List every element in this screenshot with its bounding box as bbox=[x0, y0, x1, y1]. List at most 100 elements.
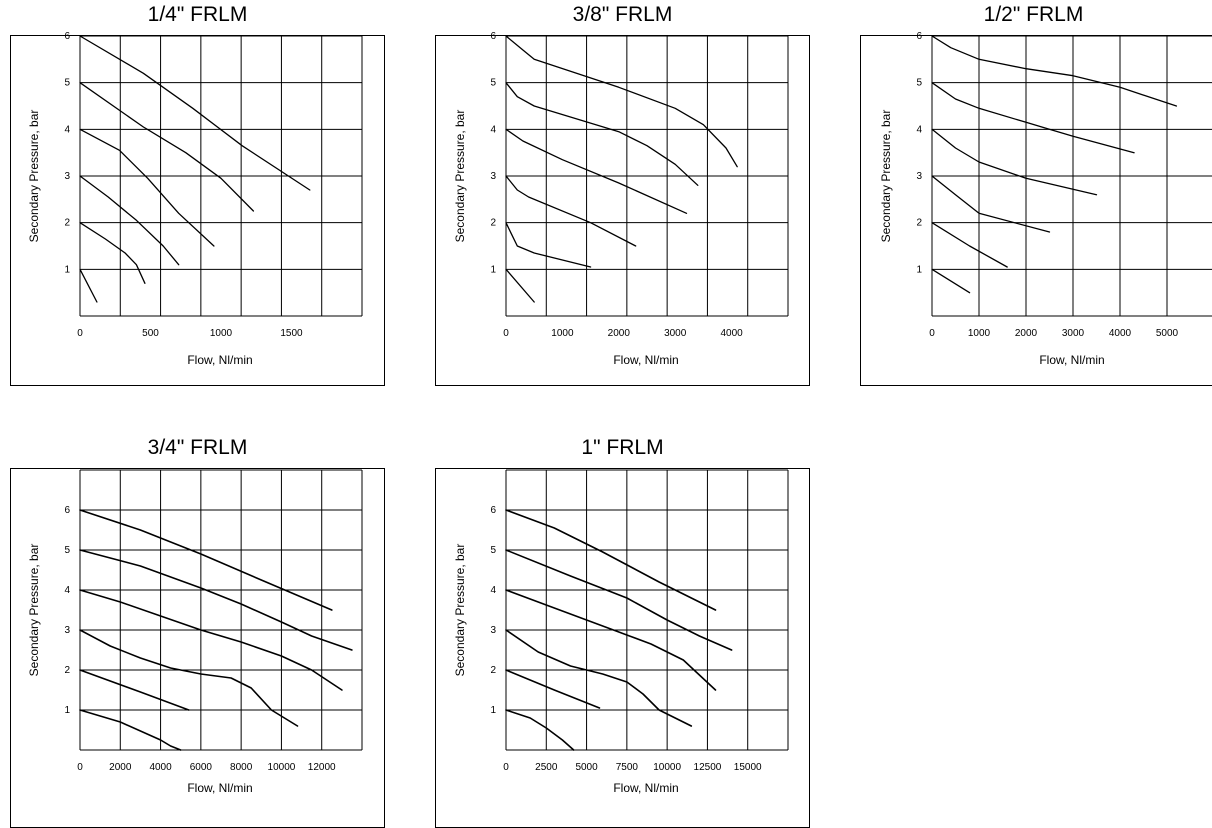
grid bbox=[79, 469, 363, 751]
series-line-4 bbox=[505, 629, 693, 727]
y-tick-label: 4 bbox=[64, 124, 70, 135]
series-line-3 bbox=[505, 589, 717, 691]
x-axis-label: Flow, Nl/min bbox=[1039, 353, 1104, 367]
series-line-1 bbox=[931, 35, 1178, 107]
y-axis-label: Secondary Pressure, bar bbox=[879, 110, 893, 243]
grid bbox=[931, 35, 1212, 317]
y-tick-label: 3 bbox=[490, 625, 496, 636]
x-tick-label: 10000 bbox=[268, 762, 296, 773]
x-tick-label: 12500 bbox=[694, 762, 722, 773]
series-line-4 bbox=[79, 175, 180, 266]
x-tick-label: 1000 bbox=[551, 328, 574, 339]
series-line-5 bbox=[505, 222, 592, 268]
x-tick-label: 10000 bbox=[653, 762, 681, 773]
x-tick-label: 3000 bbox=[664, 328, 687, 339]
y-tick-label: 1 bbox=[490, 264, 496, 275]
x-tick-label: 2000 bbox=[608, 328, 631, 339]
series-line-6 bbox=[931, 268, 971, 294]
x-tick-label: 0 bbox=[77, 762, 83, 773]
x-tick-label: 0 bbox=[503, 762, 509, 773]
series-line-5 bbox=[931, 222, 1008, 268]
series-line-1 bbox=[505, 509, 717, 611]
y-tick-label: 2 bbox=[64, 665, 70, 676]
series-line-1 bbox=[79, 509, 333, 611]
y-tick-label: 2 bbox=[490, 218, 496, 229]
x-tick-label: 500 bbox=[142, 328, 159, 339]
chart-frame bbox=[860, 35, 1212, 386]
series-line-2 bbox=[505, 549, 733, 651]
chart-frame bbox=[10, 35, 385, 386]
series-line-4 bbox=[931, 175, 1051, 233]
y-axis-label: Secondary Pressure, bar bbox=[27, 544, 41, 677]
chart-title: 1/2" FRLM bbox=[983, 3, 1084, 26]
series-line-6 bbox=[79, 709, 182, 751]
series-line-6 bbox=[505, 268, 535, 303]
y-tick-label: 2 bbox=[64, 218, 70, 229]
y-tick-label: 5 bbox=[916, 78, 922, 89]
chart-title: 3/8" FRLM bbox=[572, 3, 673, 26]
series-line-5 bbox=[505, 669, 601, 709]
y-tick-label: 5 bbox=[64, 545, 70, 556]
x-tick-label: 1000 bbox=[968, 328, 991, 339]
series-line-3 bbox=[79, 128, 215, 247]
chart-title: 3/4" FRLM bbox=[147, 436, 248, 459]
y-axis-label: Secondary Pressure, bar bbox=[27, 110, 41, 243]
x-tick-label: 15000 bbox=[734, 762, 762, 773]
y-tick-label: 2 bbox=[916, 218, 922, 229]
y-tick-label: 6 bbox=[64, 505, 70, 516]
x-tick-label: 1500 bbox=[280, 328, 303, 339]
x-tick-label: 2500 bbox=[535, 762, 558, 773]
series-line-1 bbox=[505, 35, 738, 168]
x-tick-label: 6000 bbox=[190, 762, 213, 773]
y-tick-label: 6 bbox=[64, 31, 70, 42]
y-tick-label: 5 bbox=[490, 545, 496, 556]
y-tick-label: 1 bbox=[916, 264, 922, 275]
x-tick-label: 12000 bbox=[308, 762, 336, 773]
x-tick-label: 0 bbox=[77, 328, 83, 339]
x-axis-label: Flow, Nl/min bbox=[613, 353, 678, 367]
series-line-6 bbox=[79, 268, 98, 303]
y-tick-label: 1 bbox=[64, 264, 70, 275]
x-axis-label: Flow, Nl/min bbox=[613, 781, 678, 795]
y-axis-label: Secondary Pressure, bar bbox=[453, 110, 467, 243]
y-tick-label: 2 bbox=[490, 665, 496, 676]
x-tick-label: 0 bbox=[929, 328, 935, 339]
y-tick-label: 4 bbox=[916, 124, 922, 135]
x-tick-label: 8000 bbox=[230, 762, 253, 773]
y-tick-label: 6 bbox=[490, 505, 496, 516]
series-line-1 bbox=[79, 35, 311, 191]
x-axis-label: Flow, Nl/min bbox=[187, 353, 252, 367]
series-line-3 bbox=[931, 128, 1098, 196]
series-line-4 bbox=[505, 175, 637, 247]
y-tick-label: 1 bbox=[490, 705, 496, 716]
y-tick-label: 6 bbox=[490, 31, 496, 42]
y-tick-label: 4 bbox=[490, 585, 496, 596]
y-tick-label: 3 bbox=[64, 171, 70, 182]
chart-title: 1/4" FRLM bbox=[147, 3, 248, 26]
chart-title: 1" FRLM bbox=[581, 436, 664, 459]
x-tick-label: 2000 bbox=[1015, 328, 1038, 339]
x-tick-label: 4000 bbox=[149, 762, 172, 773]
series-line-4 bbox=[79, 629, 299, 727]
x-tick-label: 7500 bbox=[616, 762, 639, 773]
x-tick-label: 5000 bbox=[1156, 328, 1179, 339]
x-axis-label: Flow, Nl/min bbox=[187, 781, 252, 795]
y-tick-label: 3 bbox=[64, 625, 70, 636]
y-tick-label: 5 bbox=[490, 78, 496, 89]
x-tick-label: 4000 bbox=[1109, 328, 1132, 339]
series-line-5 bbox=[79, 222, 146, 284]
x-tick-label: 0 bbox=[503, 328, 509, 339]
x-tick-label: 4000 bbox=[720, 328, 743, 339]
chart-frame bbox=[10, 468, 385, 828]
y-tick-label: 5 bbox=[64, 78, 70, 89]
y-tick-label: 3 bbox=[490, 171, 496, 182]
grid bbox=[505, 35, 789, 317]
series-line-2 bbox=[79, 82, 255, 212]
grid bbox=[505, 469, 789, 751]
grid bbox=[79, 35, 363, 317]
